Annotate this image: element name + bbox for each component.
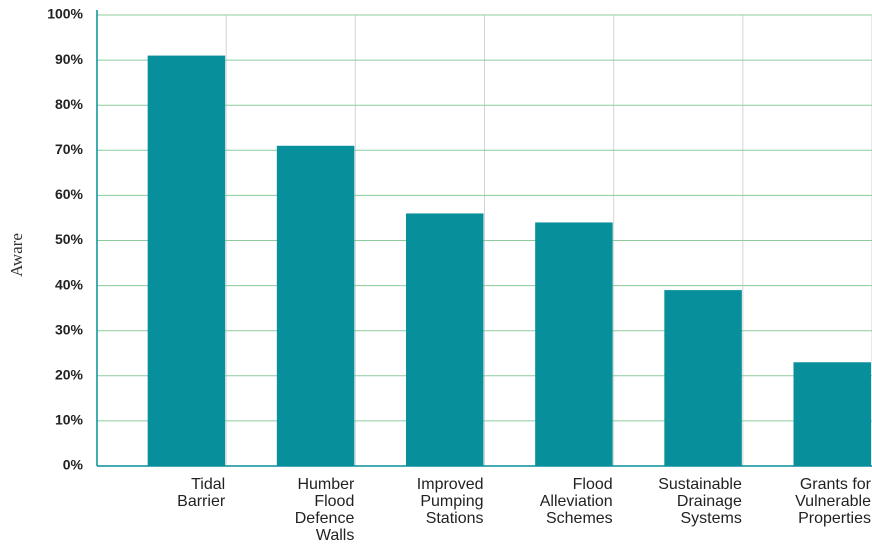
y-tick-label: 40% (55, 276, 84, 292)
y-axis-title: Aware (7, 233, 26, 277)
bar (664, 290, 742, 466)
x-tick-label: Sustainable Drainage Systems (658, 476, 742, 527)
bar (406, 213, 484, 466)
x-tick-label: Flood Alleviation Schemes (539, 476, 613, 527)
x-tick-label: Humber Flood Defence Walls (294, 476, 355, 544)
y-tick-label: 60% (55, 186, 84, 202)
y-tick-label: 10% (55, 412, 84, 428)
bar (793, 362, 871, 466)
y-tick-label: 80% (55, 96, 84, 112)
x-tick-label: Improved Pumping Stations (416, 476, 484, 527)
y-tick-label: 70% (55, 141, 84, 157)
bar (147, 55, 226, 467)
x-tick-label: Tidal Barrier (177, 476, 226, 510)
y-tick-label: 20% (55, 367, 84, 383)
bar (535, 222, 613, 466)
y-tick-label: 0% (63, 457, 84, 473)
y-tick-label: 30% (55, 321, 84, 337)
bar (276, 145, 355, 467)
y-tick-label: 100% (47, 6, 83, 22)
y-tick-label: 90% (55, 51, 84, 67)
x-tick-label: Grants for Vulnerable Properties (795, 476, 871, 527)
y-tick-label: 50% (55, 231, 84, 247)
